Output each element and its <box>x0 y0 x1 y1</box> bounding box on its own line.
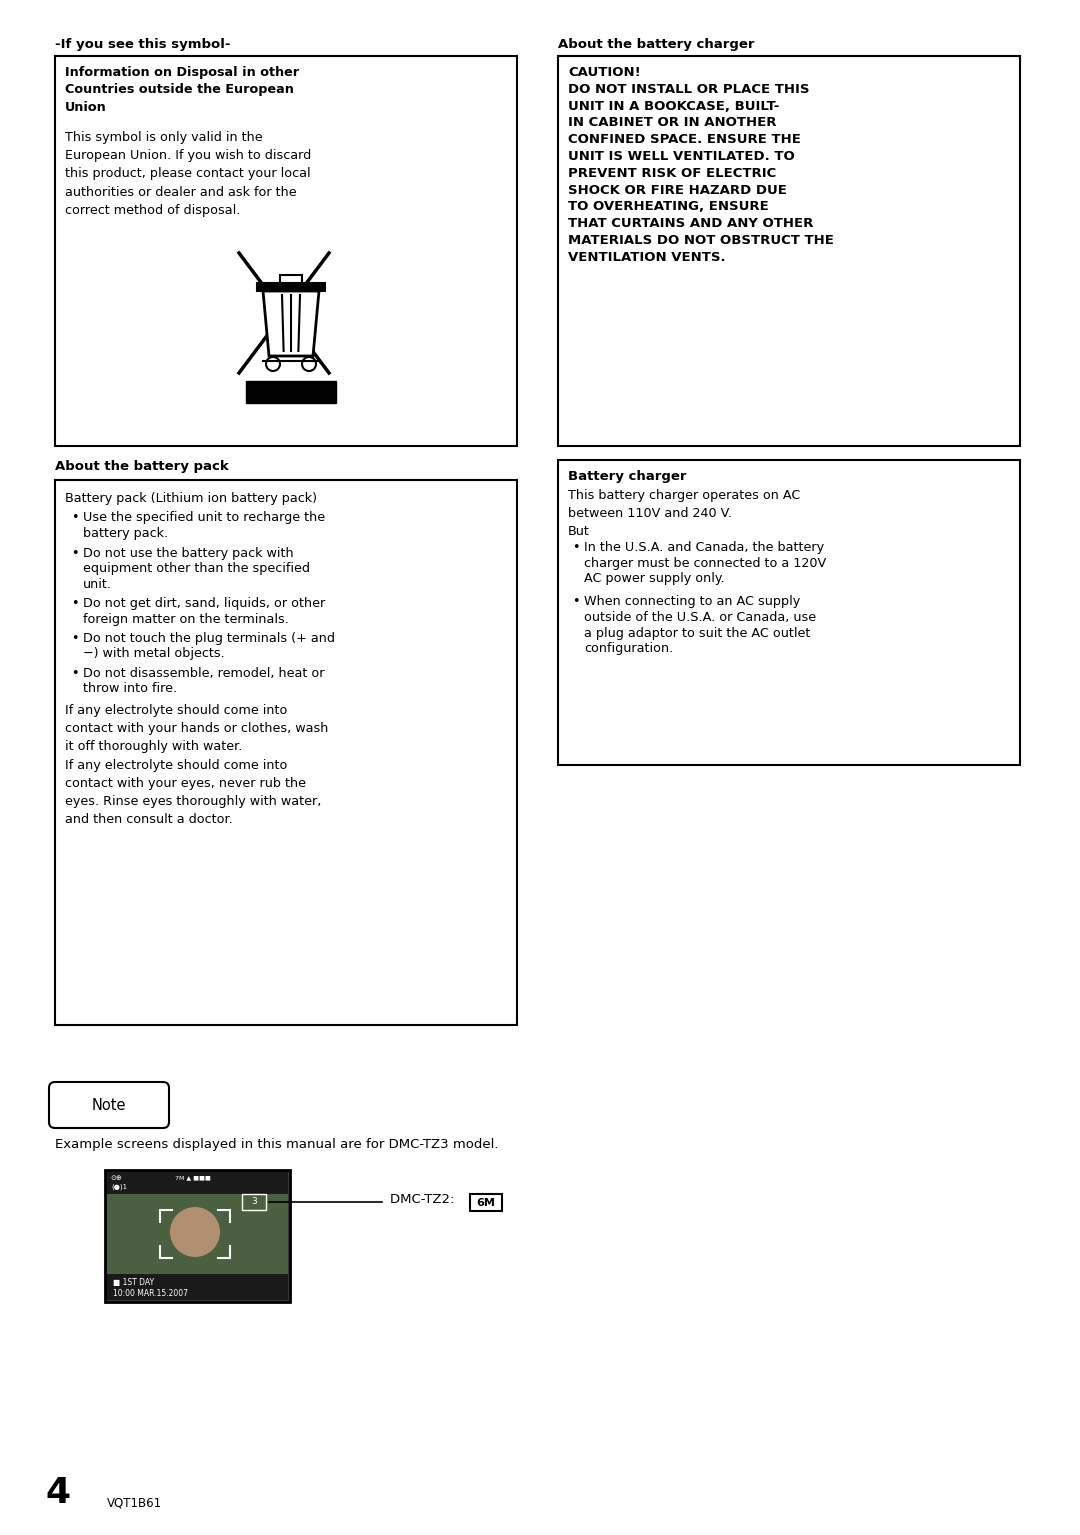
Text: Battery pack (Lithium ion battery pack): Battery pack (Lithium ion battery pack) <box>65 493 318 505</box>
Bar <box>105 1170 291 1302</box>
Text: CAUTION!
DO NOT INSTALL OR PLACE THIS
UNIT IN A BOOKCASE, BUILT-
IN CABINET OR I: CAUTION! DO NOT INSTALL OR PLACE THIS UN… <box>568 66 834 264</box>
Text: About the battery pack: About the battery pack <box>55 460 229 473</box>
Text: When connecting to an AC supply: When connecting to an AC supply <box>584 596 800 608</box>
Text: DMC-TZ2:: DMC-TZ2: <box>390 1193 459 1207</box>
Text: Battery charger: Battery charger <box>568 470 687 484</box>
Bar <box>558 460 1020 764</box>
Bar <box>246 381 336 404</box>
Text: Do not get dirt, sand, liquids, or other: Do not get dirt, sand, liquids, or other <box>83 597 325 609</box>
Text: equipment other than the specified: equipment other than the specified <box>83 562 310 576</box>
Bar <box>242 1194 266 1210</box>
Text: throw into fire.: throw into fire. <box>83 683 177 695</box>
Text: Example screens displayed in this manual are for DMC-TZ3 model.: Example screens displayed in this manual… <box>55 1137 499 1151</box>
Text: •: • <box>71 597 79 609</box>
Polygon shape <box>257 282 325 292</box>
Text: 10:00 MAR.15.2007: 10:00 MAR.15.2007 <box>113 1289 188 1299</box>
Bar <box>107 1274 288 1300</box>
Text: This symbol is only valid in the
European Union. If you wish to discard
this pro: This symbol is only valid in the Europea… <box>65 130 311 216</box>
Text: •: • <box>71 546 79 559</box>
FancyBboxPatch shape <box>49 1082 168 1128</box>
Text: If any electrolyte should come into
contact with your hands or clothes, wash
it : If any electrolyte should come into cont… <box>65 705 328 754</box>
Text: AC power supply only.: AC power supply only. <box>584 573 725 585</box>
Bar <box>107 1173 288 1194</box>
Text: ■ 1ST DAY: ■ 1ST DAY <box>113 1279 154 1286</box>
Bar <box>470 1194 502 1211</box>
Text: outside of the U.S.A. or Canada, use: outside of the U.S.A. or Canada, use <box>584 611 816 625</box>
Text: 6M: 6M <box>476 1197 496 1208</box>
Text: This battery charger operates on AC
between 110V and 240 V.
But: This battery charger operates on AC betw… <box>568 488 800 537</box>
Text: -If you see this symbol-: -If you see this symbol- <box>55 38 230 51</box>
Text: Use the specified unit to recharge the: Use the specified unit to recharge the <box>83 511 325 525</box>
Text: VQT1B61: VQT1B61 <box>107 1497 162 1510</box>
Text: •: • <box>71 511 79 525</box>
Text: (●)1: (●)1 <box>111 1183 127 1191</box>
Text: foreign matter on the terminals.: foreign matter on the terminals. <box>83 612 288 625</box>
Text: charger must be connected to a 120V: charger must be connected to a 120V <box>584 557 826 569</box>
Text: Do not touch the plug terminals (+ and: Do not touch the plug terminals (+ and <box>83 632 335 645</box>
Bar <box>107 1173 288 1300</box>
Text: If any electrolyte should come into
contact with your eyes, never rub the
eyes. : If any electrolyte should come into cont… <box>65 758 322 826</box>
Text: a plug adaptor to suit the AC outlet: a plug adaptor to suit the AC outlet <box>584 626 810 640</box>
Bar <box>558 55 1020 447</box>
Text: battery pack.: battery pack. <box>83 527 168 540</box>
Text: Do not use the battery pack with: Do not use the battery pack with <box>83 546 294 559</box>
Polygon shape <box>280 275 302 282</box>
Text: •: • <box>71 632 79 645</box>
Text: Information on Disposal in other
Countries outside the European
Union: Information on Disposal in other Countri… <box>65 66 299 114</box>
Circle shape <box>266 358 280 371</box>
Text: About the battery charger: About the battery charger <box>558 38 755 51</box>
Polygon shape <box>264 292 319 356</box>
Text: Do not disassemble, remodel, heat or: Do not disassemble, remodel, heat or <box>83 668 324 680</box>
Text: 7M ▲ ■■■: 7M ▲ ■■■ <box>175 1174 211 1180</box>
Text: −) with metal objects.: −) with metal objects. <box>83 648 225 660</box>
Text: Note: Note <box>92 1098 126 1113</box>
Circle shape <box>302 358 316 371</box>
Text: •: • <box>71 668 79 680</box>
Text: 4: 4 <box>45 1477 70 1510</box>
Text: ⊙⊕: ⊙⊕ <box>110 1174 122 1180</box>
Text: 3: 3 <box>252 1197 257 1207</box>
Text: configuration.: configuration. <box>584 642 673 655</box>
Circle shape <box>170 1207 220 1257</box>
Text: unit.: unit. <box>83 577 112 591</box>
Text: •: • <box>572 596 580 608</box>
Bar <box>55 480 517 1025</box>
Bar <box>55 55 517 447</box>
Text: •: • <box>572 540 580 554</box>
Text: In the U.S.A. and Canada, the battery: In the U.S.A. and Canada, the battery <box>584 540 824 554</box>
